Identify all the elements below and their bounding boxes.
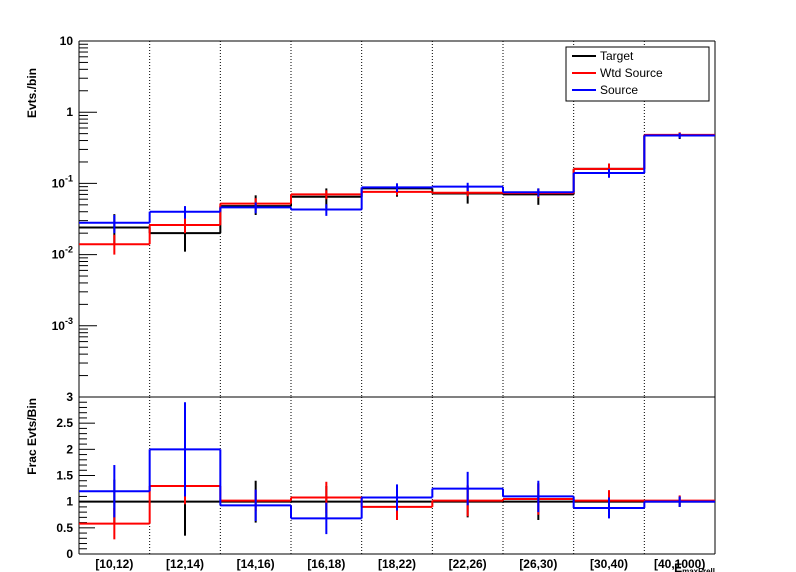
x-tick-label: [30,40): [590, 557, 628, 571]
ratio-panel: 0 0.5 1 1.5 2 2.5 3 [10,12) [12,14) [14,16) [16,1…: [25, 390, 716, 572]
ratio-y-tick-label: 0: [66, 547, 73, 561]
x-tick-label: [16,18): [307, 557, 345, 571]
ratio-y-axis-title: Frac Evts/Bin: [25, 398, 39, 475]
ratio-y-tick-label: 0.5: [56, 521, 73, 535]
top-series-wtd-source: [79, 132, 715, 255]
legend: Target Wtd Source Source: [565, 46, 710, 102]
x-tick-label: [26,30): [519, 557, 557, 571]
y-tick-label: 10-2: [52, 245, 73, 262]
x-tick-label: [22,26): [449, 557, 487, 571]
ratio-y-tick-label: 2.5: [56, 416, 73, 430]
y-tick-label: 10-3: [52, 316, 73, 333]
y-tick-label: 1: [66, 105, 73, 119]
y-tick-label: 10-1: [52, 173, 73, 190]
legend-label: Source: [600, 83, 638, 97]
ratio-series-source: [79, 402, 715, 535]
ratio-y-tick-label: 2: [66, 442, 73, 456]
x-tick-label: [40,1000): [654, 557, 705, 571]
top-series-source: [79, 133, 715, 234]
ratio-y-tick-label: 1.5: [56, 469, 73, 483]
ratio-y-tick-label: 1: [66, 495, 73, 509]
x-tick-label: [12,14): [166, 557, 204, 571]
y-tick-label: 10: [60, 34, 74, 48]
x-tick-label: [14,16): [237, 557, 275, 571]
legend-label: Wtd Source: [600, 66, 663, 80]
x-axis-title: EmaxFrell: [674, 561, 715, 572]
top-panel: 10 1 10-1 10-2 10-3 Evts./bin Target Wtd Sour…: [25, 34, 716, 398]
ratio-y-tick-label: 3: [66, 390, 73, 404]
legend-label: Target: [600, 49, 634, 63]
x-tick-label: [18,22): [378, 557, 416, 571]
x-tick-label: [10,12): [95, 557, 133, 571]
top-y-axis-title: Evts./bin: [25, 68, 39, 118]
